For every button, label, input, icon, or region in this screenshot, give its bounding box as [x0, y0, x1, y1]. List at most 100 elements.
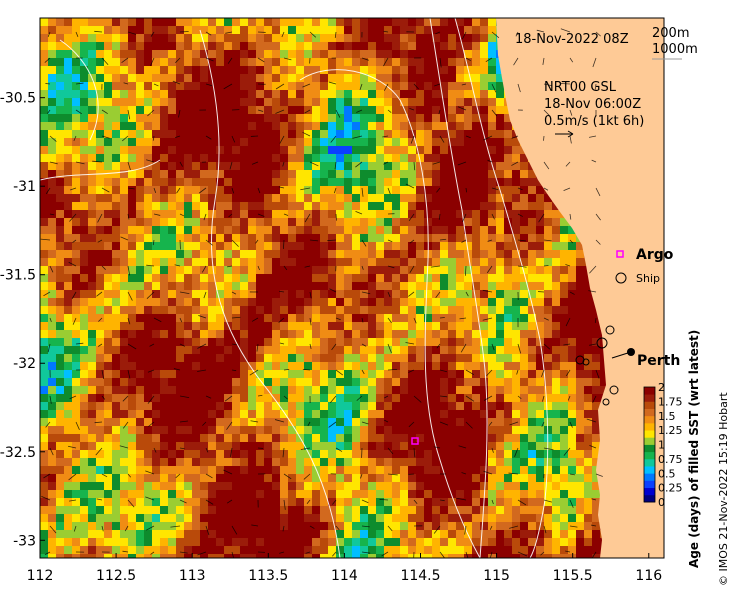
sst-cell	[192, 226, 201, 235]
sst-cell	[72, 90, 81, 99]
sst-cell	[176, 498, 185, 507]
sst-cell	[272, 474, 281, 483]
sst-cell	[208, 490, 217, 499]
sst-cell	[592, 506, 601, 515]
sst-cell	[392, 282, 401, 291]
sst-cell	[496, 122, 505, 131]
sst-cell	[72, 474, 81, 483]
sst-cell	[504, 266, 513, 275]
sst-cell	[200, 514, 209, 523]
sst-cell	[376, 154, 385, 163]
sst-cell	[536, 354, 545, 363]
sst-cell	[400, 314, 409, 323]
sst-cell	[368, 50, 377, 59]
sst-cell	[448, 410, 457, 419]
sst-cell	[168, 370, 177, 379]
sst-cell	[384, 202, 393, 211]
sst-cell	[232, 306, 241, 315]
sst-cell	[128, 346, 137, 355]
sst-cell	[160, 154, 169, 163]
sst-cell	[272, 386, 281, 395]
sst-cell	[112, 58, 121, 67]
sst-cell	[480, 266, 489, 275]
sst-cell	[216, 458, 225, 467]
sst-cell	[248, 482, 257, 491]
sst-cell	[40, 178, 49, 187]
sst-cell	[552, 362, 561, 371]
sst-cell	[360, 290, 369, 299]
sst-cell	[256, 522, 265, 531]
sst-cell	[336, 50, 345, 59]
sst-cell	[432, 410, 441, 419]
sst-cell	[64, 330, 73, 339]
sst-cell	[320, 154, 329, 163]
sst-cell	[528, 370, 537, 379]
sst-cell	[184, 514, 193, 523]
sst-cell	[280, 26, 289, 35]
sst-cell	[48, 394, 57, 403]
sst-cell	[288, 74, 297, 83]
sst-cell	[504, 298, 513, 307]
sst-cell	[392, 306, 401, 315]
sst-cell	[144, 250, 153, 259]
sst-cell	[368, 506, 377, 515]
sst-cell	[480, 242, 489, 251]
sst-cell	[144, 362, 153, 371]
sst-cell	[376, 282, 385, 291]
sst-cell	[304, 234, 313, 243]
sst-cell	[288, 442, 297, 451]
sst-cell	[392, 490, 401, 499]
sst-cell	[152, 498, 161, 507]
sst-cell	[488, 322, 497, 331]
sst-cell	[104, 242, 113, 251]
sst-cell	[96, 410, 105, 419]
sst-cell	[40, 386, 49, 395]
sst-cell	[216, 306, 225, 315]
sst-cell	[576, 490, 585, 499]
sst-cell	[568, 378, 577, 387]
sst-cell	[432, 298, 441, 307]
sst-cell	[400, 386, 409, 395]
sst-cell	[288, 338, 297, 347]
sst-cell	[56, 322, 65, 331]
sst-cell	[200, 370, 209, 379]
sst-cell	[248, 258, 257, 267]
sst-cell	[472, 250, 481, 259]
sst-cell	[224, 434, 233, 443]
sst-cell	[64, 530, 73, 539]
sst-cell	[496, 266, 505, 275]
sst-cell	[184, 66, 193, 75]
sst-cell	[256, 474, 265, 483]
sst-cell	[216, 434, 225, 443]
sst-cell	[344, 330, 353, 339]
sst-cell	[176, 250, 185, 259]
sst-cell	[496, 146, 505, 155]
sst-cell	[280, 346, 289, 355]
sst-cell	[328, 82, 337, 91]
sst-cell	[136, 178, 145, 187]
sst-cell	[256, 386, 265, 395]
sst-cell	[584, 450, 593, 459]
sst-cell	[440, 114, 449, 123]
sst-cell	[104, 210, 113, 219]
sst-cell	[400, 34, 409, 43]
sst-cell	[376, 514, 385, 523]
sst-cell	[448, 346, 457, 355]
sst-cell	[376, 482, 385, 491]
sst-cell	[128, 146, 137, 155]
sst-cell	[464, 522, 473, 531]
sst-cell	[456, 42, 465, 51]
sst-cell	[312, 330, 321, 339]
sst-cell	[368, 202, 377, 211]
sst-cell	[272, 466, 281, 475]
sst-cell	[304, 122, 313, 131]
sst-cell	[200, 218, 209, 227]
sst-cell	[168, 394, 177, 403]
sst-cell	[64, 98, 73, 107]
sst-cell	[504, 210, 513, 219]
sst-cell	[168, 202, 177, 211]
sst-cell	[512, 314, 521, 323]
sst-cell	[176, 370, 185, 379]
sst-cell	[232, 106, 241, 115]
sst-cell	[144, 98, 153, 107]
